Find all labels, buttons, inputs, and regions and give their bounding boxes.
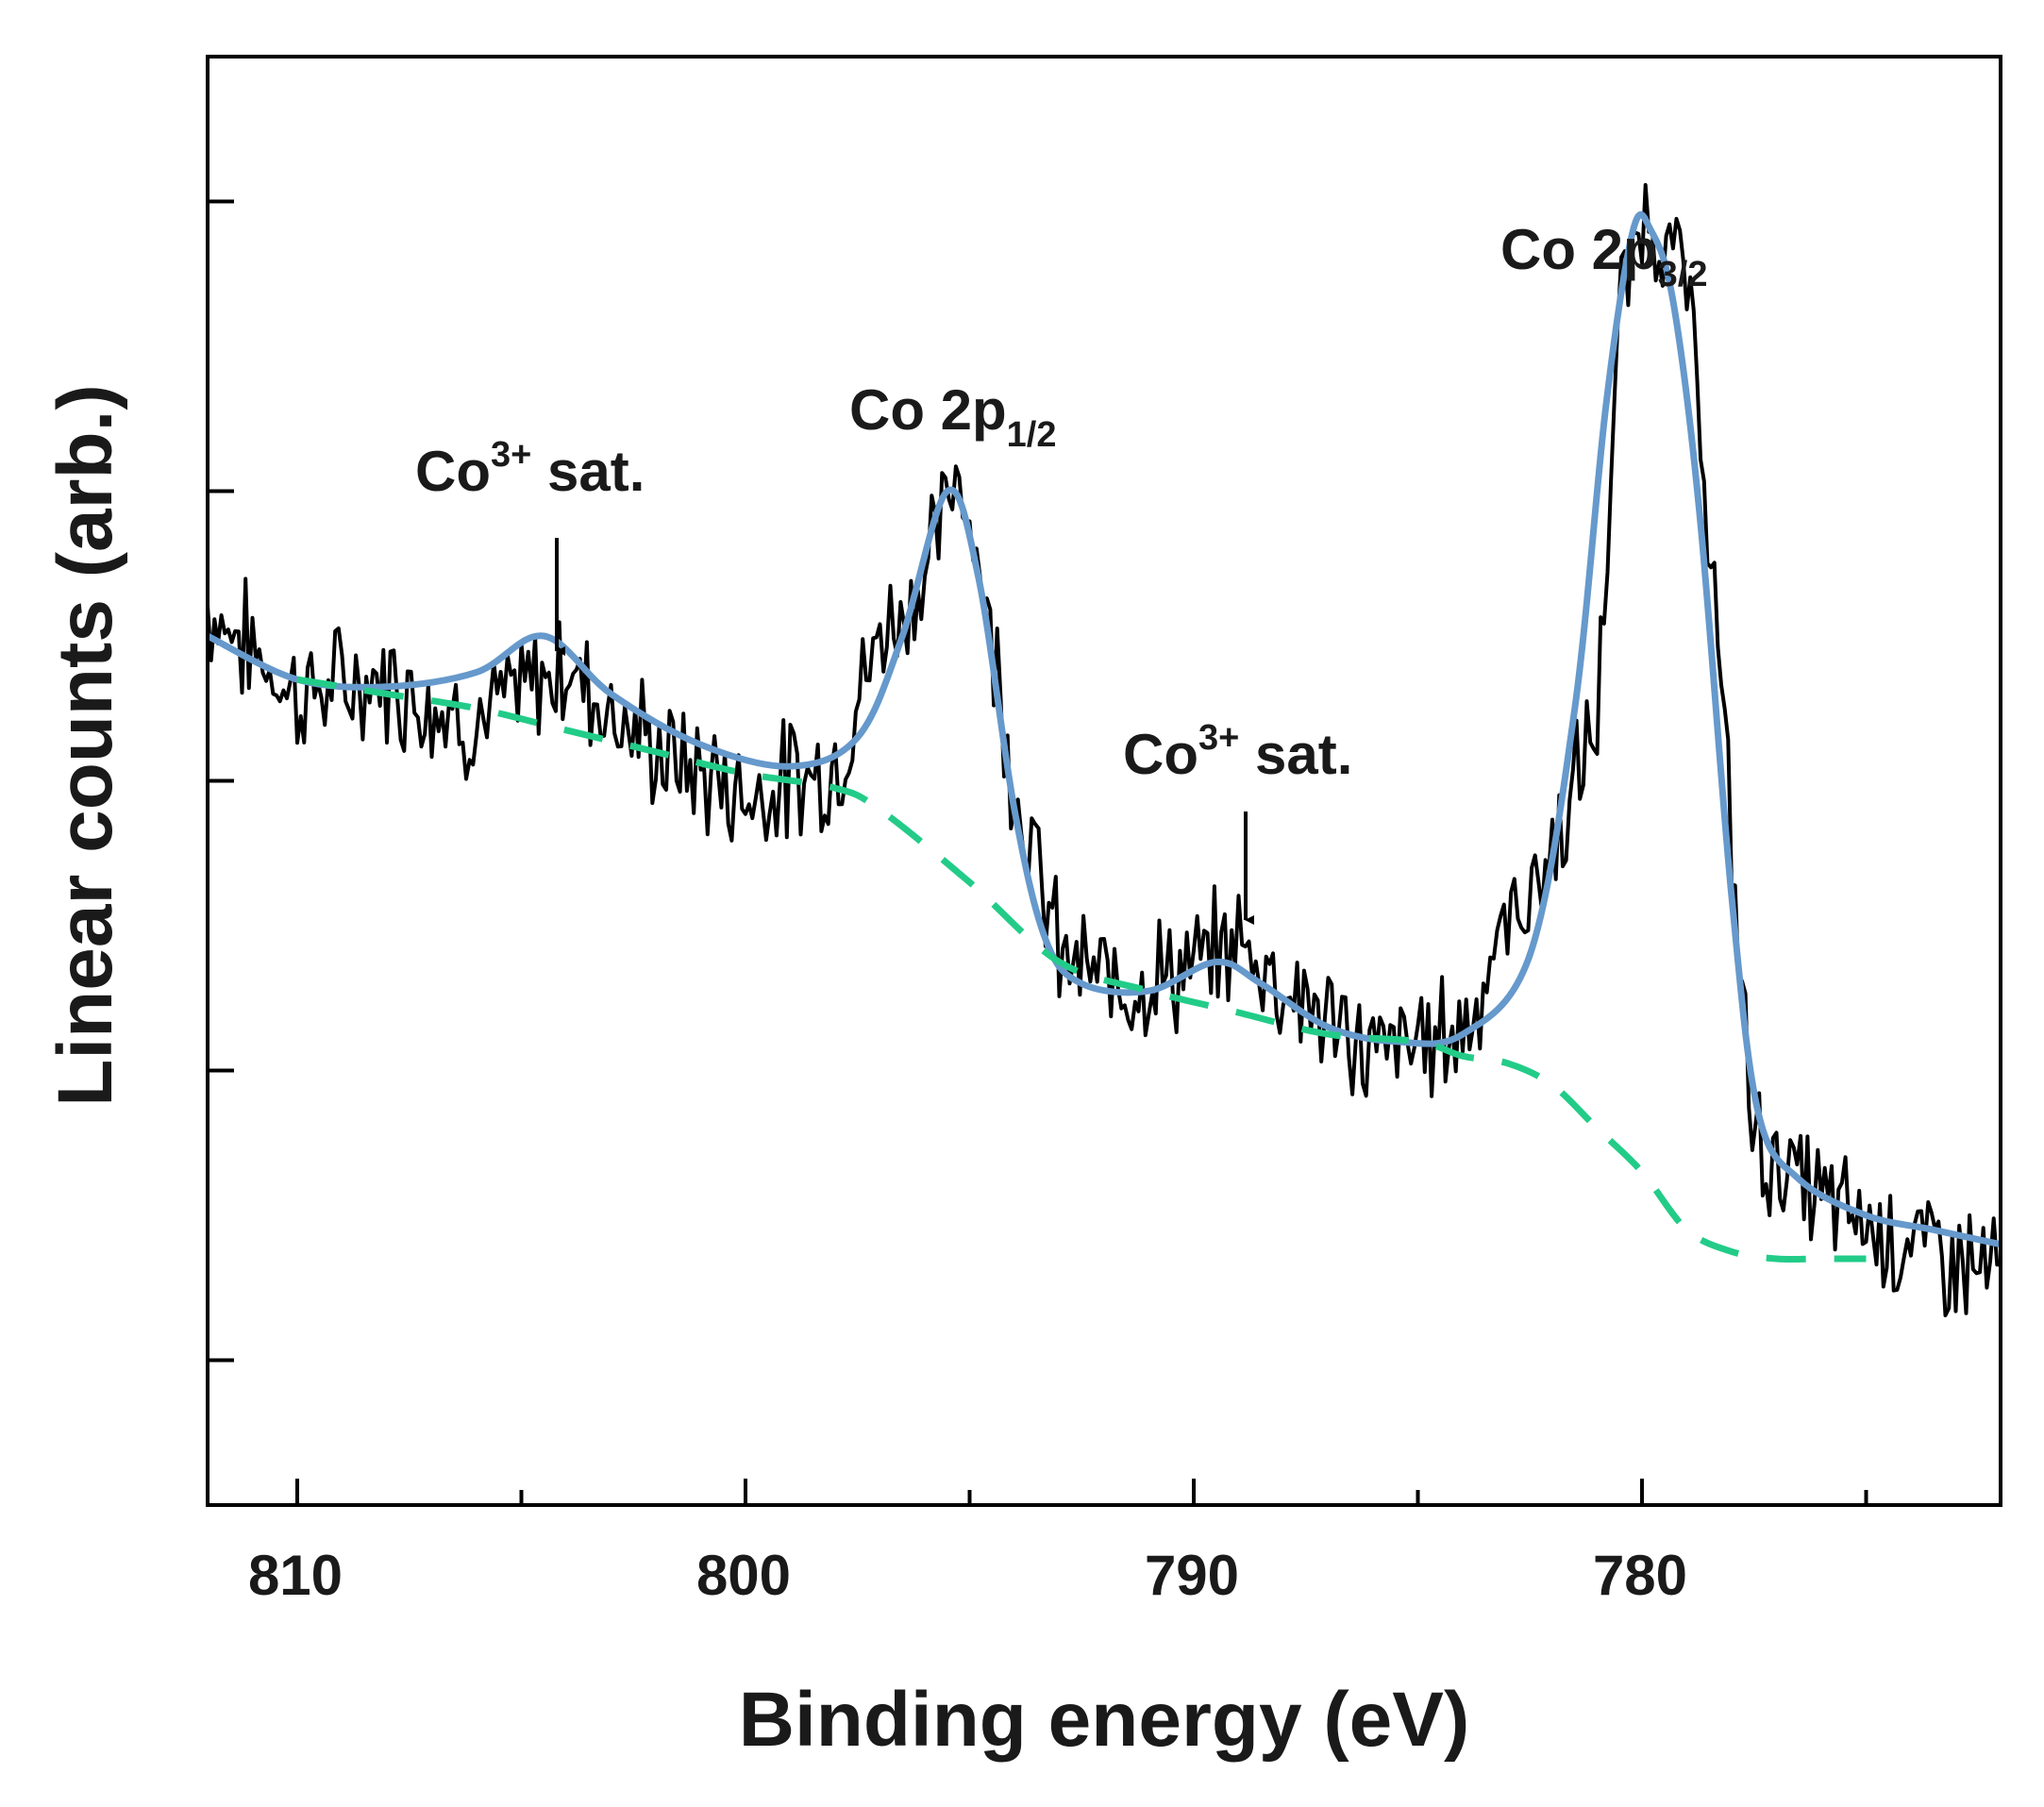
annotation-co-2p3-2: Co 2p3/2 xyxy=(1500,218,1708,294)
series-fitted-envelope xyxy=(208,210,2001,1248)
x-tick-label-790: 790 xyxy=(1145,1544,1239,1607)
annotation-co3-sat-right: Co3+ sat. xyxy=(1123,718,1352,786)
annotation-co-2p3-2-sub: 3/2 xyxy=(1658,255,1708,294)
series-background xyxy=(296,676,1867,1263)
x-axis-title: Binding energy (eV) xyxy=(739,1677,1470,1763)
plot-frame xyxy=(206,55,2002,1507)
y-axis-title: Linear counts (arb.) xyxy=(42,384,128,1106)
series-measured-data xyxy=(208,183,2001,1317)
x-tick-label-780: 780 xyxy=(1593,1544,1687,1607)
x-tick-label-810: 810 xyxy=(248,1544,343,1607)
annotation-co3-sat-left-tail: sat. xyxy=(531,440,645,503)
annotation-co-2p1-2-main: Co 2p xyxy=(849,378,1007,442)
annotation-co3-sat-right-tail: sat. xyxy=(1239,723,1352,786)
x-tick-label-800: 800 xyxy=(696,1544,791,1607)
annotation-co3-sat-left-main: Co xyxy=(415,440,491,503)
annotation-co3-sat-right-main: Co xyxy=(1123,723,1198,786)
annotation-co3-sat-right-sup: 3+ xyxy=(1198,718,1239,758)
annotation-co3-sat-left-sup: 3+ xyxy=(491,435,531,475)
annotation-co3-sat-left: Co3+ sat. xyxy=(415,435,645,503)
annotation-co-2p1-2-sub: 1/2 xyxy=(1007,415,1057,455)
annotation-co-2p3-2-main: Co 2p xyxy=(1500,218,1658,281)
annotation-co-2p1-2: Co 2p1/2 xyxy=(849,378,1057,455)
